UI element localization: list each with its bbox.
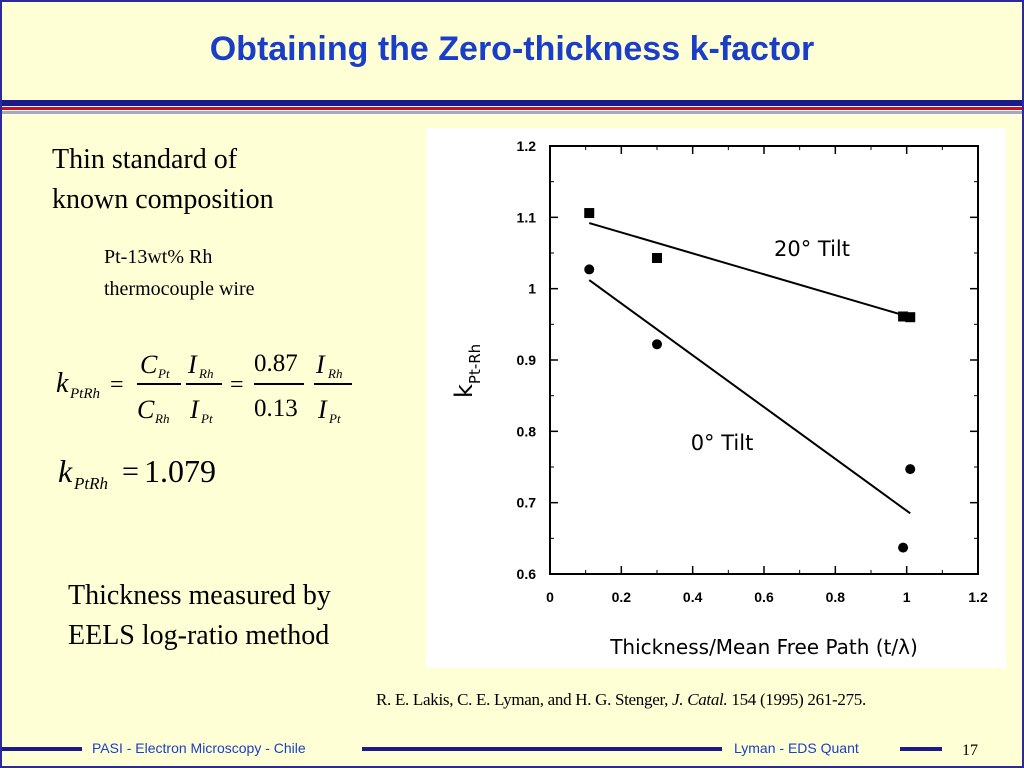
thickness-line-2: EELS log-ratio method [68,620,330,651]
wire-line-2: thermocouple wire [104,278,255,300]
thin-standard-line-2: known composition [52,184,274,215]
citation-authors: R. E. Lakis, C. E. Lyman, and H. G. Sten… [376,690,669,709]
x-tick-label: 0.6 [754,589,774,605]
eq-i-denominator-2-sub: Pt [329,411,341,426]
eq-i-numerator-1: I [188,350,197,379]
eq-i-denominator-1-sub: Pt [201,411,213,426]
eq-i-denominator-1: I [190,395,199,424]
eq-k: k [56,368,69,399]
data-point-square [905,312,916,323]
eq-k-subscript: PtRh [70,386,100,402]
y-tick-label: 0.8 [517,423,537,439]
chart-panel: 0 0.2 0.4 0.6 0.8 1 1.2 0.6 0.7 0.8 0.9 1 1.1 1.2 Thic… [426,128,1006,668]
x-tick-label: 0.4 [683,589,703,605]
result-value: 1.079 [144,453,216,489]
data-point-circle [584,264,595,275]
y-tick-label: 1 [528,281,536,297]
eq-ratio-numerator: 0.87 [254,350,298,377]
y-tick-label: 0.9 [517,352,537,368]
fit-line [588,279,911,515]
thickness-method-text: Thickness measured by EELS log-ratio met… [68,576,331,656]
y-tick-label: 1.1 [517,209,537,225]
result-k: k [58,453,73,489]
eq-i-numerator-2-sub: Rh [328,366,343,381]
y-axis-label-subscript: Pt-Rh [466,344,484,384]
footer-rule-right [900,747,942,751]
data-point-circle [898,542,909,553]
footer-right-text: Lyman - EDS Quant [734,740,859,756]
thin-standard-line-1: Thin standard of [52,144,238,175]
fit-line [588,222,911,319]
x-axis-label: Thickness/Mean Free Path (t/λ) [609,635,918,659]
footer-rule-left [2,747,82,751]
title-rule-red [2,107,1022,110]
y-tick-label: 1.2 [517,138,537,154]
page-number: 17 [962,742,978,759]
series-label: 0° Tilt [691,431,754,455]
citation-journal: J. Catal. [672,690,728,709]
plot-frame [549,145,979,575]
eq-c-denominator-sub: Rh [155,411,170,426]
x-tick-label: 1.2 [968,589,988,605]
x-tick-label: 1 [903,589,911,605]
eq-equals-2: = [230,372,244,398]
x-tick-label: 0.8 [826,589,846,605]
y-axis-label: kPt-Rh [450,344,484,398]
x-tick-label: 0 [546,589,554,605]
eq-fraction-bar-3 [254,383,304,385]
eq-fraction-bar-4 [314,383,352,385]
slide-title: Obtaining the Zero-thickness k-factor [209,30,815,68]
eq-c-denominator: C [137,395,155,424]
data-point-circle [652,339,662,350]
thin-standard-text: Thin standard of known composition [52,140,274,220]
eq-c-numerator-sub: Pt [158,366,170,381]
eq-fraction-bar-2 [186,383,222,385]
wire-description: Pt-13wt% Rh thermocouple wire [104,241,255,305]
eq-i-numerator-2: I [316,350,325,379]
eq-i-denominator-2: I [318,395,327,424]
citation: R. E. Lakis, C. E. Lyman, and H. G. Sten… [376,690,866,710]
eq-i-numerator-1-sub: Rh [199,366,214,381]
footer-rule-middle [362,747,722,751]
thickness-line-1: Thickness measured by [68,580,331,611]
eq-fraction-bar-1 [137,383,181,385]
title-rule-gray [2,111,1022,114]
footer-left-text: PASI - Electron Microscopy - Chile [92,740,306,756]
result-k-subscript: PtRh [74,474,108,493]
k-factor-chart: 0 0.2 0.4 0.6 0.8 1 1.2 0.6 0.7 0.8 0.9 1 1.1 1.2 Thic… [450,138,988,659]
y-tick-label: 0.6 [517,566,537,582]
data-point-square [652,252,662,263]
series-label: 20° Tilt [774,237,850,261]
data-point-circle [905,464,916,475]
eq-ratio-denominator: 0.13 [254,395,298,422]
title-rule-blue [2,100,1022,106]
data-point-square [898,311,909,322]
eq-c-numerator: C [140,350,158,379]
citation-details: 154 (1995) 261-275. [731,690,866,709]
y-tick-label: 0.7 [517,495,537,511]
result-equals: = [122,455,139,488]
x-tick-label: 0.2 [612,589,632,605]
wire-line-1: Pt-13wt% Rh [104,246,213,268]
data-point-square [584,208,595,219]
y-axis-label-main: k [450,384,478,398]
eq-equals-1: = [110,372,124,398]
